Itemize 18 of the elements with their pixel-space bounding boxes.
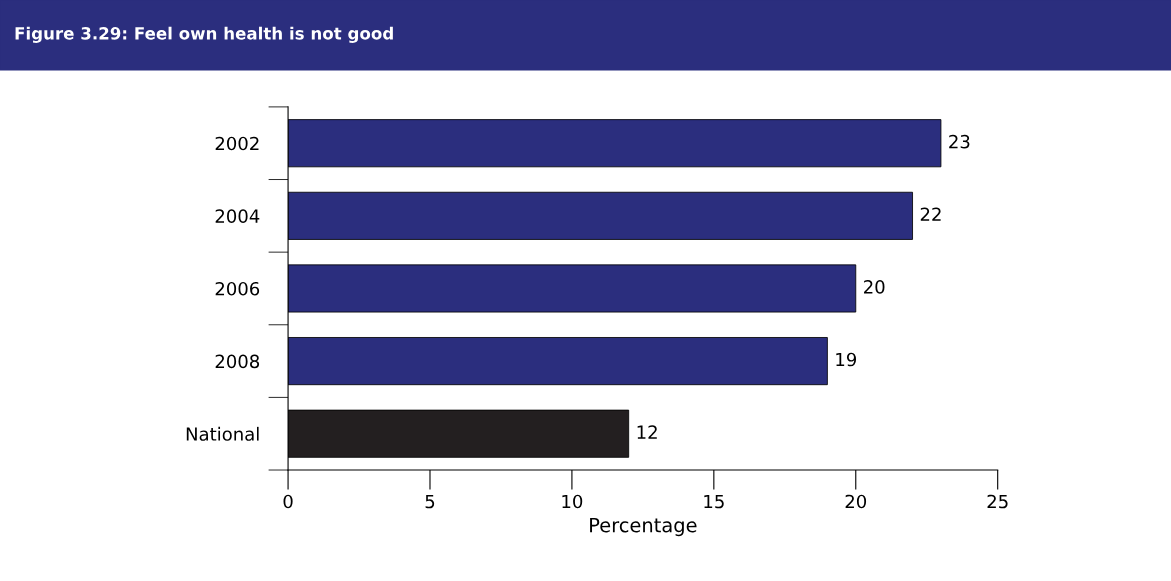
data-label: 12 bbox=[637, 425, 657, 439]
chart-title: Figure 3.29: Feel own health is not good bbox=[15, 26, 393, 43]
y-tick-label: 2006 bbox=[215, 281, 260, 296]
y-tick-label: 2008 bbox=[215, 354, 260, 369]
data-label: 19 bbox=[836, 352, 857, 367]
data-label: 20 bbox=[864, 280, 885, 294]
y-tick-label: 2002 bbox=[215, 136, 259, 151]
x-axis-title: Percentage bbox=[590, 517, 697, 537]
x-tick-label: 15 bbox=[704, 494, 724, 509]
x-tick-label: 25 bbox=[987, 494, 1008, 509]
data-label: 23 bbox=[949, 134, 970, 149]
x-tick-label: 20 bbox=[845, 494, 867, 509]
y-tick-label: 2004 bbox=[215, 209, 260, 223]
x-tick-label: 10 bbox=[562, 494, 583, 509]
data-label: 22 bbox=[920, 207, 941, 221]
x-tick-label: 0 bbox=[283, 494, 293, 509]
y-tick-label: National bbox=[186, 426, 259, 441]
x-tick-label: 5 bbox=[425, 494, 435, 509]
